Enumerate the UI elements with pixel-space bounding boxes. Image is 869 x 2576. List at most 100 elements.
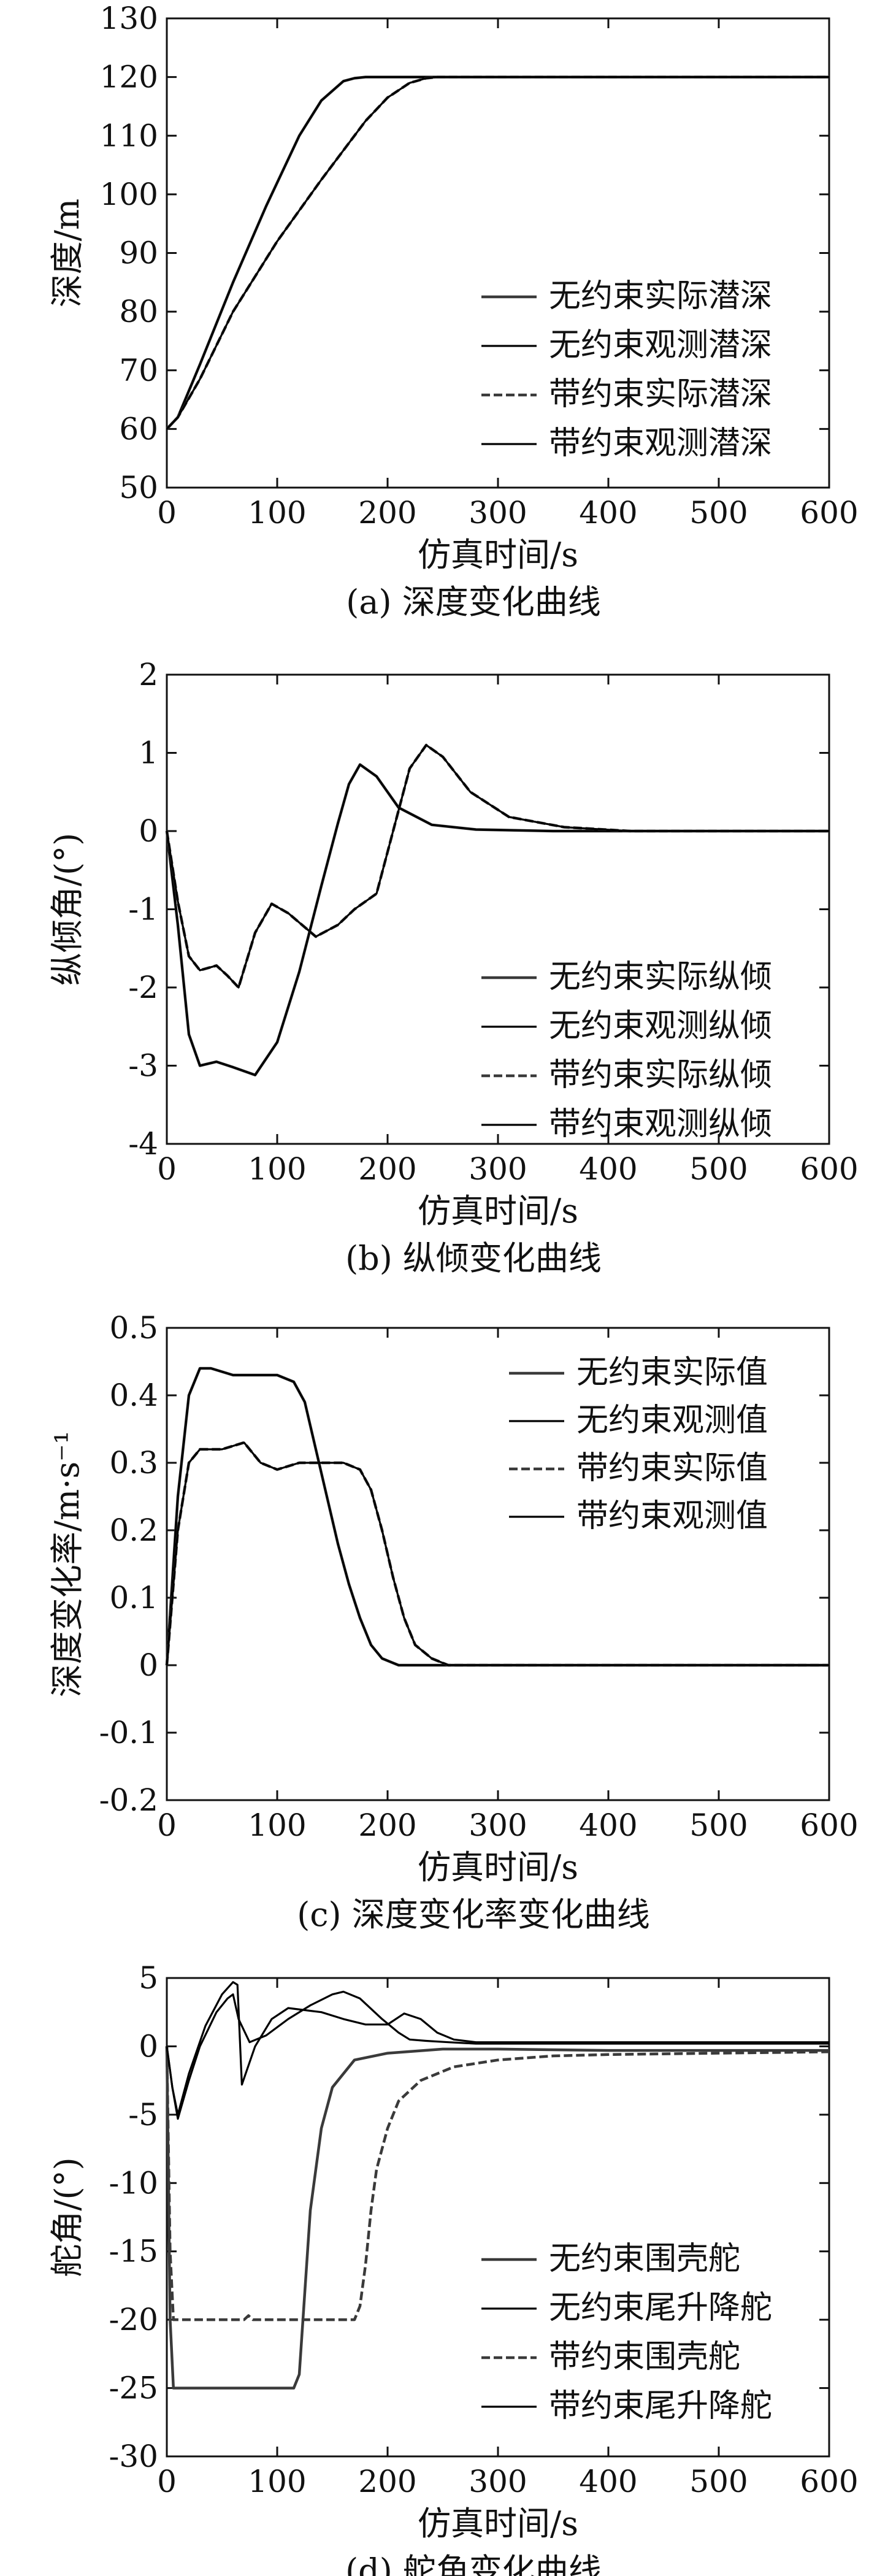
panel-caption: (a) 深度变化曲线	[346, 583, 601, 621]
series-line-4	[166, 1981, 829, 2116]
y-tick-label: -10	[109, 2165, 158, 2201]
series-line-4	[166, 75, 829, 430]
x-tick-label: 200	[358, 1151, 416, 1187]
y-tick-label: 1	[139, 735, 158, 771]
x-axis-label: 仿真时间/s	[418, 1192, 578, 1230]
series-line-2	[166, 763, 829, 1076]
legend-entry: 带约束观测潜深	[549, 425, 772, 462]
x-tick-label: 0	[157, 1151, 177, 1187]
series-line-3	[165, 743, 829, 989]
chart-panel-4: 0 100 200 300 400 500 600 -30 -25 -20 -15 -10 -5 0 5 仿真…	[48, 1960, 859, 2576]
legend-entry: 带约束实际潜深	[549, 376, 772, 413]
y-tick-label: 0	[139, 1647, 158, 1683]
x-tick-label: 300	[469, 1151, 527, 1187]
y-axis-label: 深度/m	[48, 199, 86, 307]
y-tick-label: 60	[119, 411, 158, 447]
legend-entry: 无约束观测值	[576, 1402, 768, 1439]
x-tick-label: 0	[157, 2464, 177, 2499]
y-tick-label: -3	[128, 1048, 158, 1084]
x-tick-label: 500	[689, 1151, 748, 1187]
x-tick-label: 0	[157, 495, 177, 531]
panel-caption: (d) 舵角变化曲线	[345, 2551, 602, 2576]
x-tick-label: 200	[358, 495, 416, 531]
y-tick-label: 0.5	[109, 1310, 158, 1346]
y-tick-label: 0.1	[109, 1580, 158, 1616]
x-tick-label: 400	[579, 1807, 637, 1843]
y-tick-label: 0.4	[109, 1378, 158, 1413]
x-tick-label: 500	[689, 1807, 748, 1843]
series-line-4	[166, 744, 829, 989]
y-tick-label: 0	[139, 2028, 158, 2064]
legend-entry: 无约束观测纵倾	[549, 1008, 772, 1045]
legend-entry: 无约束实际值	[576, 1354, 768, 1391]
legend-entry: 带约束观测纵倾	[549, 1106, 772, 1143]
legend-entry: 带约束观测值	[576, 1498, 768, 1535]
y-tick-label: -30	[109, 2439, 158, 2474]
series-line-2	[166, 1367, 829, 1666]
legend-entry: 无约束实际纵倾	[549, 959, 772, 995]
y-axis-label: 舵角/(°)	[48, 2157, 86, 2277]
series-line-1	[165, 2046, 829, 2390]
chart-panel-1: 0 100 200 300 400 500 600 50 60 70 80 90 100 110 120 13…	[48, 1, 859, 621]
x-axis-label: 仿真时间/s	[418, 2504, 578, 2543]
x-tick-label: 400	[579, 1151, 637, 1187]
y-tick-label: -2	[128, 970, 158, 1005]
x-tick-label: 300	[469, 1807, 527, 1843]
x-tick-label: 200	[358, 2464, 416, 2499]
y-tick-label: 50	[119, 470, 158, 505]
y-tick-label: 0.3	[109, 1445, 158, 1481]
x-tick-label: 300	[469, 495, 527, 531]
series-line-2	[166, 75, 829, 430]
plot-frame	[166, 17, 830, 489]
y-tick-label: 130	[100, 1, 158, 36]
x-tick-label: 400	[579, 495, 637, 531]
legend-entry: 无约束观测潜深	[549, 327, 772, 364]
y-tick-label: -25	[109, 2371, 158, 2406]
series-line-2	[166, 1990, 829, 2120]
plot-frame	[166, 1327, 830, 1801]
legend-entry: 无约束尾升降舵	[549, 2290, 772, 2326]
y-tick-label: -5	[128, 2097, 158, 2133]
legend-entry: 无约束围壳舵	[549, 2241, 740, 2277]
x-tick-label: 600	[800, 495, 858, 531]
legend-entry: 带约束围壳舵	[549, 2339, 740, 2375]
x-tick-label: 600	[800, 1807, 858, 1843]
x-tick-label: 0	[157, 1807, 177, 1843]
y-tick-label: -1	[128, 892, 158, 927]
x-tick-label: 300	[469, 2464, 527, 2499]
x-tick-label: 600	[800, 2464, 858, 2499]
x-axis-label: 仿真时间/s	[418, 1848, 578, 1887]
legend-entry: 带约束尾升降舵	[549, 2388, 772, 2425]
x-tick-label: 100	[248, 1807, 306, 1843]
y-tick-label: -20	[109, 2302, 158, 2337]
y-tick-label: 5	[139, 1960, 158, 1996]
y-tick-label: 2	[139, 657, 158, 692]
x-tick-label: 100	[248, 2464, 306, 2499]
x-axis-label: 仿真时间/s	[418, 535, 578, 574]
x-tick-label: 100	[248, 495, 306, 531]
panel-caption: (b) 纵倾变化曲线	[345, 1239, 602, 1278]
y-tick-label: -15	[109, 2234, 158, 2269]
chart-panel-2: 0 100 200 300 400 500 600 -4 -3 -2 -1 0 1 2 仿真时间/s 纵倾角/…	[48, 657, 859, 1278]
y-axis-label: 纵倾角/(°)	[48, 833, 86, 986]
y-tick-label: 110	[100, 118, 158, 153]
x-tick-label: 500	[689, 2464, 748, 2499]
y-tick-label: 0	[139, 813, 158, 849]
y-tick-label: 70	[119, 353, 158, 388]
x-tick-label: 400	[579, 2464, 637, 2499]
legend-entry: 带约束实际纵倾	[549, 1057, 772, 1094]
legend-entry: 无约束实际潜深	[549, 278, 772, 315]
y-tick-label: -4	[128, 1126, 158, 1162]
y-tick-label: 120	[100, 59, 158, 95]
series-line-4	[166, 1441, 829, 1666]
x-tick-label: 200	[358, 1807, 416, 1843]
x-tick-label: 500	[689, 495, 748, 531]
y-tick-label: 0.2	[109, 1512, 158, 1548]
legend-entry: 带约束实际值	[576, 1450, 768, 1487]
y-axis-label: 深度变化率/m·s⁻¹	[48, 1431, 86, 1697]
